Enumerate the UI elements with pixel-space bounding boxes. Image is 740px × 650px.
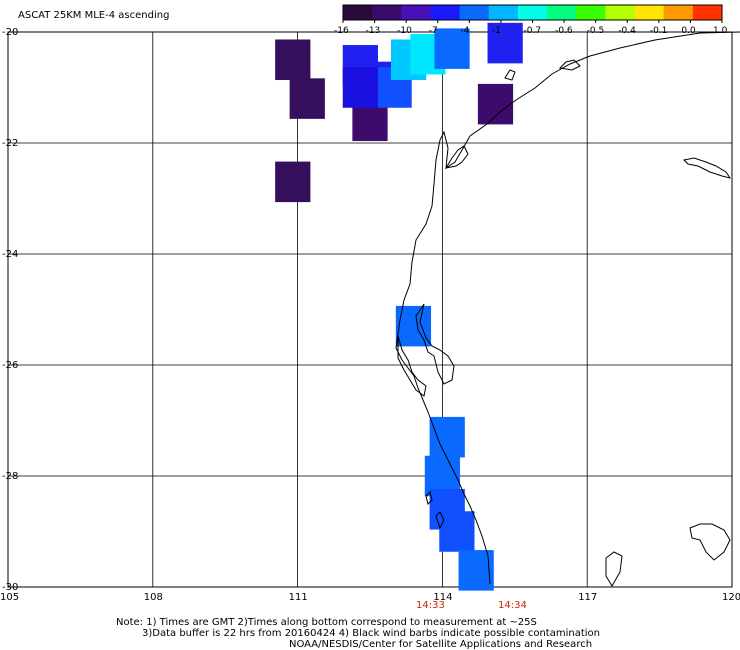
swath-cell	[429, 416, 465, 458]
colorbar-segment	[547, 5, 577, 20]
lat-lon-grid	[7, 31, 733, 588]
island-southeast-small	[605, 551, 623, 587]
island-abrolhos	[435, 511, 445, 530]
colorbar-tick-label: -7	[428, 26, 438, 36]
longitude-label: 108	[143, 592, 163, 603]
latitude-label: -24	[2, 249, 19, 260]
colorbar-tick-label: -1	[491, 26, 501, 36]
swath-cell	[289, 78, 325, 119]
colorbar-tick-label: -0.6	[555, 26, 573, 36]
colorbar-tick-label: 1.0	[713, 26, 728, 36]
latitude-label: -28	[2, 471, 19, 482]
colorbar-segment	[663, 5, 694, 20]
coastline-exmouth	[444, 145, 469, 169]
swath-cell	[477, 83, 514, 125]
swath-cell	[342, 67, 378, 108]
swath-cell	[487, 22, 523, 64]
colorbar-tick-label: -16	[334, 26, 349, 36]
colorbar-segment	[372, 5, 402, 20]
colorbar-segment	[343, 5, 373, 20]
colorbar	[342, 4, 723, 23]
colorbar-segment	[692, 5, 723, 20]
colorbar-tick-label: -0.4	[618, 26, 636, 36]
latitude-label: -22	[2, 138, 19, 149]
colorbar-segment	[401, 5, 431, 20]
coast-inlet-south	[425, 491, 433, 505]
latitude-label: -26	[2, 360, 19, 371]
colorbar-segment	[430, 5, 461, 20]
colorbar-tick-label: -0.1	[649, 26, 668, 36]
swath-cell	[439, 511, 475, 552]
island-barrow	[504, 69, 516, 81]
longitude-label: 117	[578, 592, 598, 603]
swath-cell	[275, 39, 311, 81]
ascat-swath	[275, 22, 523, 591]
island-east	[682, 157, 732, 179]
longitude-label: 111	[288, 592, 308, 603]
colorbar-tick-label: -10	[397, 26, 412, 36]
colorbar-segment	[459, 5, 490, 20]
time-label-1: 14:33	[416, 600, 445, 611]
longitude-label: 105	[0, 592, 20, 603]
chart-title: ASCAT 25KM MLE-4 ascending	[18, 10, 170, 21]
footer-credit: NOAA/NESDIS/Center for Satellite Applica…	[289, 639, 593, 650]
coastline-shark-bay	[415, 303, 455, 385]
coastline-mainland	[395, 31, 740, 585]
island-north	[558, 59, 581, 71]
colorbar-tick-label: 0.0	[681, 26, 696, 36]
swath-cell	[458, 550, 494, 591]
footer-note-line-1: Note: 1) Times are GMT 2)Times along bot…	[116, 617, 537, 628]
colorbar-segment	[605, 5, 636, 20]
islands-southeast	[689, 523, 731, 561]
colorbar-segment	[517, 5, 548, 20]
colorbar-segment	[488, 5, 519, 20]
colorbar-tick-label: -4	[460, 26, 470, 36]
footer-note-line-2: 3)Data buffer is 22 hrs from 20160424 4)…	[142, 628, 600, 639]
colorbar-tick-label: -13	[365, 26, 381, 36]
colorbar-segment	[634, 5, 665, 20]
colorbar-segment	[576, 5, 606, 20]
coastline	[395, 31, 740, 587]
longitude-label: 114	[433, 592, 453, 603]
coastline-peninsula	[397, 335, 427, 397]
colorbar-tick-label: -0.7	[523, 26, 542, 36]
swath-cell	[434, 28, 470, 69]
colorbar-tick-label: -0.5	[586, 26, 605, 36]
latitude-label: -20	[2, 27, 19, 38]
latitude-label: -30	[2, 582, 19, 593]
time-label-2: 14:34	[498, 600, 527, 611]
longitude-label: 120	[722, 592, 740, 603]
swath-cell	[275, 161, 311, 203]
